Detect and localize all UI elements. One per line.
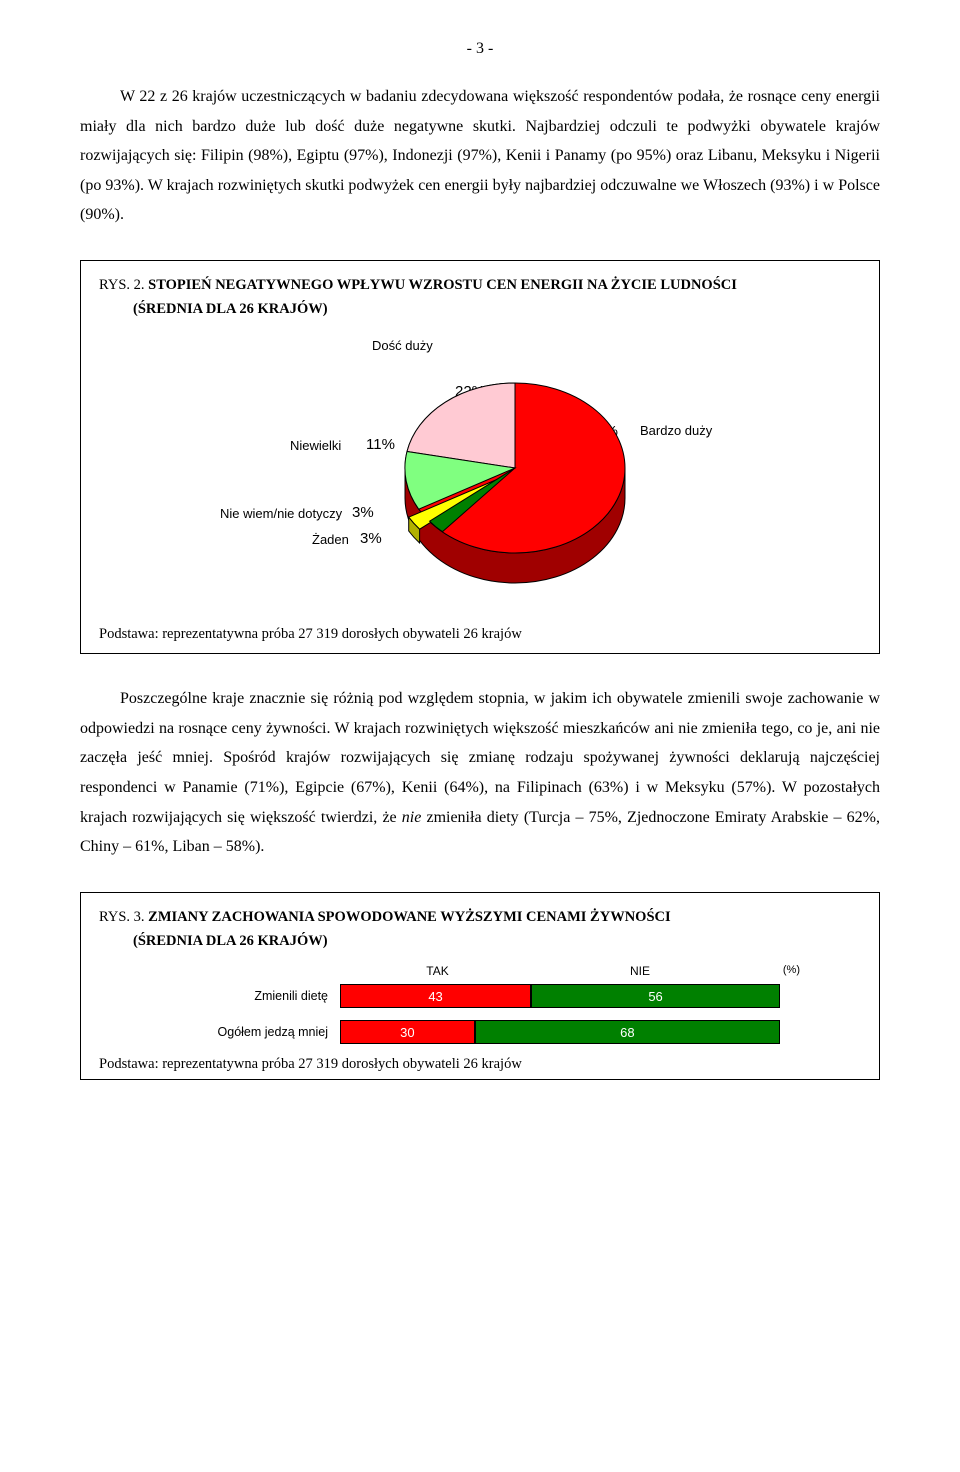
- figure-2-title-text: STOPIEŃ NEGATYWNEGO WPŁYWU WZROSTU CEN E…: [148, 277, 737, 293]
- bar-seg-tak: 43: [340, 984, 531, 1008]
- para2-nie-italic: nie: [402, 809, 422, 826]
- figure-3-subtitle: (ŚREDNIA DLA 26 KRAJÓW): [133, 933, 861, 950]
- pct-zaden: 3%: [360, 530, 382, 547]
- bar-chart: TAK NIE (%) Zmienili dietę4356 Ogółem jed…: [160, 964, 800, 1044]
- bar-row: Ogółem jedzą mniej3068: [160, 1020, 800, 1044]
- pct-niewielki: 11%: [366, 436, 395, 453]
- figure-3-caption: Podstawa: reprezentatywna próba 27 319 d…: [99, 1056, 861, 1073]
- pie-chart: Dość duży Niewielki Nie wiem/nie dotyczy…: [230, 328, 730, 618]
- bar-track: 4356: [340, 984, 780, 1008]
- paragraph-1: W 22 z 26 krajów uczestniczących w badan…: [80, 82, 880, 230]
- para2-part1: Poszczególne kraje znacznie się różnią p…: [80, 690, 880, 825]
- bar-header: TAK NIE (%): [160, 964, 800, 978]
- label-zaden: Żaden: [312, 532, 349, 547]
- label-niewielki: Niewielki: [290, 438, 341, 453]
- pie-svg: [400, 363, 660, 593]
- figure-3-title: RYS. 3. ZMIANY ZACHOWANIA SPOWODOWANE WY…: [99, 907, 861, 927]
- page: - 3 - W 22 z 26 krajów uczestniczących w…: [0, 0, 960, 1150]
- bar-row-label: Zmienili dietę: [160, 989, 340, 1003]
- figure-2: RYS. 2. STOPIEŃ NEGATYWNEGO WPŁYWU WZROS…: [80, 260, 880, 654]
- figure-2-prefix: RYS. 2.: [99, 277, 148, 293]
- bar-seg-nie: 56: [531, 984, 780, 1008]
- paragraph-2: Poszczególne kraje znacznie się różnią p…: [80, 684, 880, 862]
- figure-2-subtitle: (ŚREDNIA DLA 26 KRAJÓW): [133, 301, 861, 318]
- bar-seg-tak: 30: [340, 1020, 475, 1044]
- label-dosc-duzy: Dość duży: [372, 338, 433, 353]
- bar-seg-nie: 68: [475, 1020, 780, 1044]
- label-nie-wiem: Nie wiem/nie dotyczy: [220, 506, 342, 521]
- bar-track: 3068: [340, 1020, 780, 1044]
- bar-row-label: Ogółem jedzą mniej: [160, 1025, 340, 1039]
- bar-row: Zmienili dietę4356: [160, 984, 800, 1008]
- figure-2-title: RYS. 2. STOPIEŃ NEGATYWNEGO WPŁYWU WZROS…: [99, 275, 861, 295]
- figure-3: RYS. 3. ZMIANY ZACHOWANIA SPOWODOWANE WY…: [80, 892, 880, 1080]
- header-pct: (%): [745, 964, 800, 978]
- header-nie: NIE: [535, 964, 745, 978]
- figure-2-caption: Podstawa: reprezentatywna próba 27 319 d…: [99, 626, 861, 643]
- figure-3-title-text: ZMIANY ZACHOWANIA SPOWODOWANE WYŻSZYMI C…: [148, 909, 670, 925]
- header-tak: TAK: [340, 964, 535, 978]
- figure-3-prefix: RYS. 3.: [99, 909, 148, 925]
- page-number: - 3 -: [80, 40, 880, 58]
- pct-nie-wiem: 3%: [352, 504, 374, 521]
